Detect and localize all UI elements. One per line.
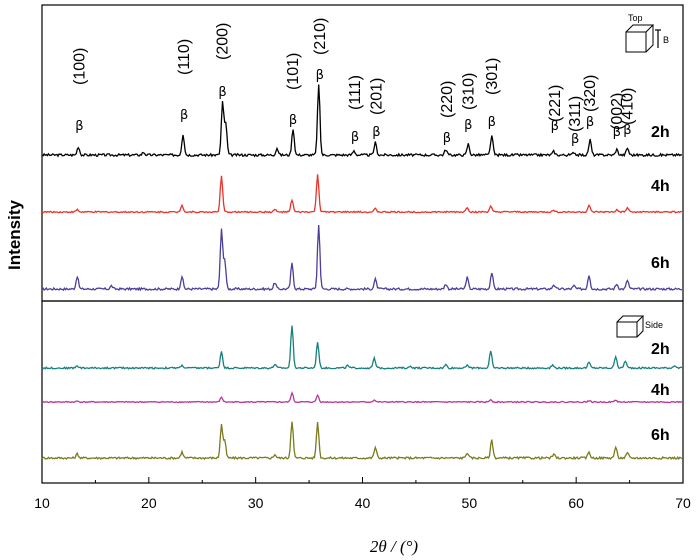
hkl-label: (200) — [215, 23, 232, 60]
x-tick-label: 10 — [34, 495, 50, 511]
x-axis-ticks: 10 20 30 40 50 60 70 — [34, 477, 691, 511]
beta-marker: β — [613, 125, 621, 140]
trace-bottom-4h — [41, 391, 683, 404]
series-label-top-4h: 4h — [651, 178, 670, 195]
hkl-label: (100) — [71, 48, 88, 85]
hkl-label: (201) — [368, 78, 385, 115]
x-tick-label: 40 — [355, 495, 371, 511]
x-tick-label: 50 — [462, 495, 478, 511]
hkl-label: (002) — [609, 93, 626, 130]
x-tick-label: 70 — [675, 495, 691, 511]
series-label-bottom-6h: 6h — [651, 427, 670, 444]
trace-top-6h — [42, 224, 683, 292]
beta-marker: β — [488, 115, 496, 130]
hkl-label: (101) — [285, 53, 302, 90]
beta-marker: β — [180, 108, 188, 123]
beta-marker: β — [571, 132, 579, 147]
beta-marker: β — [443, 131, 451, 146]
trace-bottom-2h — [41, 325, 683, 370]
beta-marker: β — [464, 118, 472, 133]
traces — [41, 84, 683, 461]
x-tick-label: 30 — [248, 495, 264, 511]
series-label-bottom-2h: 2h — [651, 341, 670, 358]
beta-marker: β — [289, 113, 297, 128]
trace-labels: 2h 4h 6h 2h 4h 6h — [651, 124, 670, 444]
y-axis-title: Intensity — [5, 200, 24, 270]
side-cube-icon: Side — [616, 315, 663, 338]
beta-marker: β — [351, 130, 359, 145]
top-inset-label: Top — [628, 13, 643, 23]
beta-marker: β — [316, 68, 324, 83]
peak-labels: (100) β (110) β (200) β (101) β (210) β (111) β (201… — [71, 18, 636, 147]
hkl-label: (301) — [484, 58, 501, 95]
beta-marker: β — [551, 119, 559, 134]
x-tick-label: 20 — [141, 495, 157, 511]
hkl-label: (310) — [460, 73, 477, 110]
side-inset-label: Side — [645, 320, 663, 330]
beta-marker: β — [623, 123, 631, 138]
hkl-label: (220) — [439, 81, 456, 118]
series-label-top-2h: 2h — [651, 124, 670, 141]
hkl-label: (210) — [312, 18, 329, 55]
top-inset-axis-label: B — [663, 35, 669, 45]
hkl-label: (221) — [547, 85, 564, 122]
beta-marker: β — [218, 85, 226, 100]
trace-top-4h — [41, 174, 683, 214]
top-cube-icon: Top B — [625, 13, 669, 53]
x-axis-title: 2θ / (°) — [370, 537, 419, 556]
x-tick-label: 60 — [568, 495, 584, 511]
beta-marker: β — [75, 119, 83, 134]
hkl-label: (111) — [347, 75, 364, 110]
hkl-label: (410) — [619, 88, 636, 125]
hkl-label: (110) — [176, 39, 193, 75]
beta-marker: β — [372, 125, 380, 140]
hkl-label: (311) — [567, 96, 584, 132]
hkl-label: (320) — [582, 75, 599, 112]
series-label-bottom-4h: 4h — [651, 382, 670, 399]
beta-marker: β — [586, 115, 594, 130]
trace-top-2h — [41, 84, 683, 158]
series-label-top-6h: 6h — [651, 255, 670, 272]
trace-bottom-6h — [41, 421, 683, 461]
